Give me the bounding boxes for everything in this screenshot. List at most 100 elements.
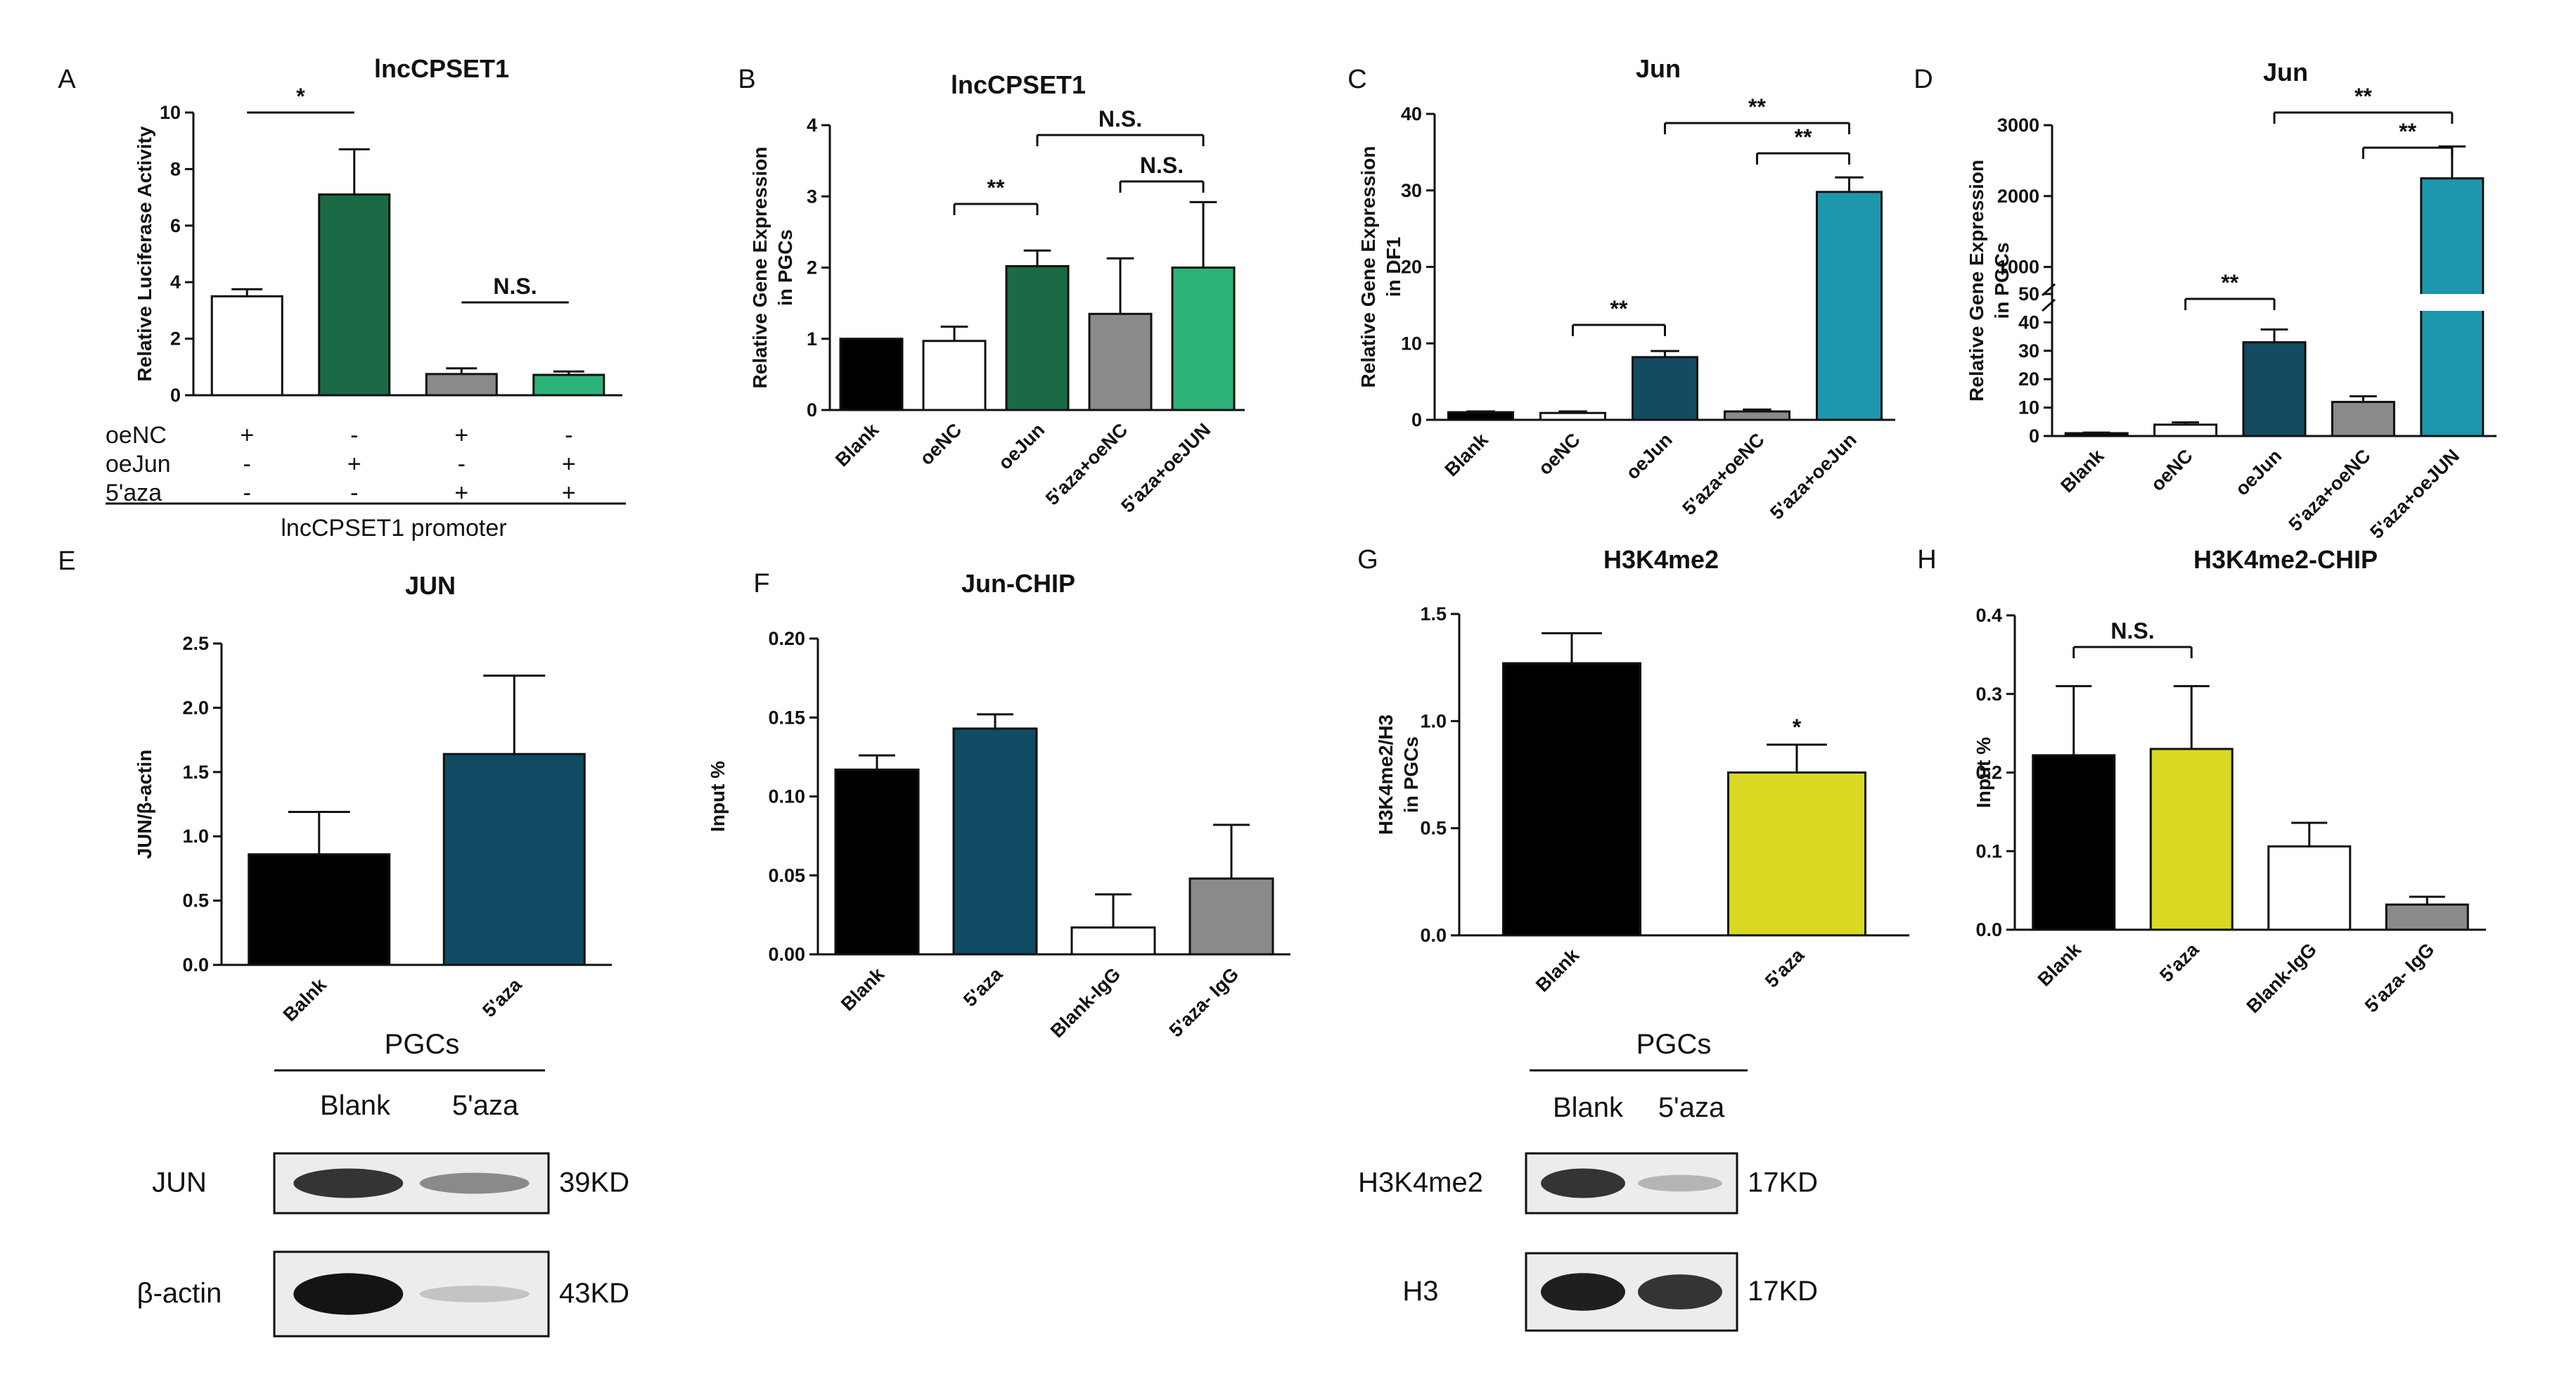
significance-label: ** — [1610, 296, 1628, 321]
treatment-row-label: oeNC — [105, 422, 167, 449]
significance-label: N.S. — [2110, 618, 2154, 643]
x-tick-label: Blank-IgG — [2243, 939, 2321, 1017]
y-tick-label: 20 — [2018, 369, 2039, 390]
bar — [1171, 267, 1236, 411]
chart-title: lncCPSET1 — [374, 54, 509, 83]
treatment-sign: - — [350, 422, 358, 449]
y-tick-label: 40 — [1401, 103, 1422, 124]
panel-letter: E — [58, 546, 75, 576]
treatment-sign: + — [347, 451, 361, 478]
chart-title: JUN — [405, 571, 456, 600]
y-tick-label: 1 — [807, 328, 817, 350]
x-tick-label: 5'aza+oeJun — [1766, 429, 1861, 524]
y-tick-label: 0.0 — [1420, 925, 1447, 946]
panel-letter: F — [753, 569, 769, 598]
bar — [1816, 191, 1883, 421]
blot-band — [419, 1286, 530, 1302]
chart-title: Jun — [2263, 58, 2308, 87]
bar — [425, 373, 498, 397]
bar — [922, 340, 987, 411]
y-tick-label: 30 — [1401, 180, 1422, 201]
treatment-sign: + — [562, 451, 576, 478]
blot-band — [1541, 1273, 1625, 1311]
x-tick-label: 5'aza+oeNC — [2284, 445, 2374, 535]
x-tick-label: oeNC — [1534, 429, 1584, 479]
chart-panel-h: H H3K4me2-CHIP 0.0 0.1 0.2 0.3 0.4 Input % Blank… — [1917, 545, 2486, 1017]
significance-label: * — [296, 84, 305, 109]
y-axis-label: Input % — [707, 761, 729, 832]
bar-break-gap — [2418, 294, 2486, 311]
western-blot-e: PGCs Blank 5'aza JUN 39KD β-actin 43KD — [137, 1029, 629, 1338]
bar — [1070, 926, 1156, 956]
significance-label: ** — [1748, 94, 1766, 120]
treatment-sign: - — [458, 451, 466, 478]
treatment-sign: - — [243, 451, 251, 478]
y-axis-label: Relative Gene Expression — [1357, 146, 1379, 388]
bar — [2153, 423, 2218, 437]
treatment-sign: + — [454, 480, 468, 506]
significance-label: * — [1793, 715, 1802, 740]
y-tick-label: 0.10 — [768, 786, 805, 807]
y-tick-label: 1000 — [1997, 257, 2039, 278]
y-tick-label: 0.2 — [1975, 762, 2002, 783]
y-tick-label: 20 — [1401, 257, 1422, 278]
y-tick-label: 0.0 — [1975, 919, 2002, 940]
blot-band — [293, 1168, 404, 1198]
panel-letter: B — [738, 65, 755, 94]
treatment-sign: + — [240, 422, 254, 449]
y-tick-label: 0.05 — [768, 865, 805, 886]
x-tick-label: 5'aza+oeNC — [1679, 429, 1769, 519]
y-tick-label: 0 — [807, 399, 817, 421]
y-axis-label: Relative Gene Expression — [749, 147, 771, 389]
bar — [1188, 877, 1274, 956]
bar — [2149, 748, 2234, 931]
bar — [248, 853, 391, 966]
significance-label: ** — [2221, 270, 2238, 295]
y-tick-label: 50 — [2018, 283, 2039, 305]
y-tick-label: 2 — [807, 257, 817, 278]
x-tick-label: Blank — [1441, 428, 1493, 480]
y-tick-label: 0.0 — [182, 954, 209, 975]
treatment-sign: + — [454, 422, 468, 449]
bar — [1005, 264, 1070, 411]
treatment-sign: - — [565, 422, 572, 449]
bar — [2385, 903, 2469, 931]
x-tick-label: 5'aza+oeJUN — [2366, 445, 2463, 543]
chart-panel-f: F Jun-CHIP 0.00 0.05 0.10 0.15 0.20 Input % Blan… — [707, 569, 1290, 1042]
y-tick-label: 1.5 — [1420, 603, 1447, 625]
y-tick-label: 3000 — [1997, 115, 2039, 136]
y-tick-label: 0 — [1411, 409, 1422, 430]
chart-title: lncCPSET1 — [951, 70, 1086, 99]
blot-group-label: PGCs — [1636, 1029, 1712, 1060]
y-tick-label: 2.0 — [182, 697, 209, 718]
bar — [1724, 410, 1790, 421]
y-axis-label: in PGCs — [1991, 243, 2013, 319]
y-tick-label: 0.00 — [768, 944, 805, 965]
x-tick-label: 5'aza- IgG — [1165, 963, 1243, 1042]
bar — [834, 768, 920, 956]
treatment-footer: lncCPSET1 promoter — [281, 515, 506, 542]
panel-letter: A — [58, 65, 76, 94]
x-tick-label: 5'aza — [478, 973, 526, 1021]
blot-size-label: 17KD — [1748, 1276, 1818, 1307]
x-tick-label: oeNC — [916, 419, 966, 469]
blot-size-label: 39KD — [559, 1167, 629, 1198]
y-tick-label: 1.0 — [1420, 710, 1447, 731]
significance-label: N.S. — [493, 274, 537, 299]
bar — [1727, 771, 1866, 937]
treatment-sign: + — [562, 480, 576, 506]
chart-title: H3K4me2 — [1603, 545, 1719, 574]
blot-band — [1638, 1274, 1722, 1309]
bar — [318, 193, 391, 397]
bar — [442, 752, 586, 966]
y-axis-label: Relative Luciferase Activity — [134, 126, 155, 382]
significance-label: ** — [987, 175, 1005, 200]
chart-title: Jun — [1636, 54, 1681, 83]
bar — [210, 295, 283, 397]
x-tick-label: 5'aza — [2155, 938, 2203, 986]
x-tick-label: 5'aza+oeNC — [1042, 419, 1132, 509]
y-tick-label: 10 — [1401, 333, 1422, 354]
bar — [532, 373, 605, 397]
